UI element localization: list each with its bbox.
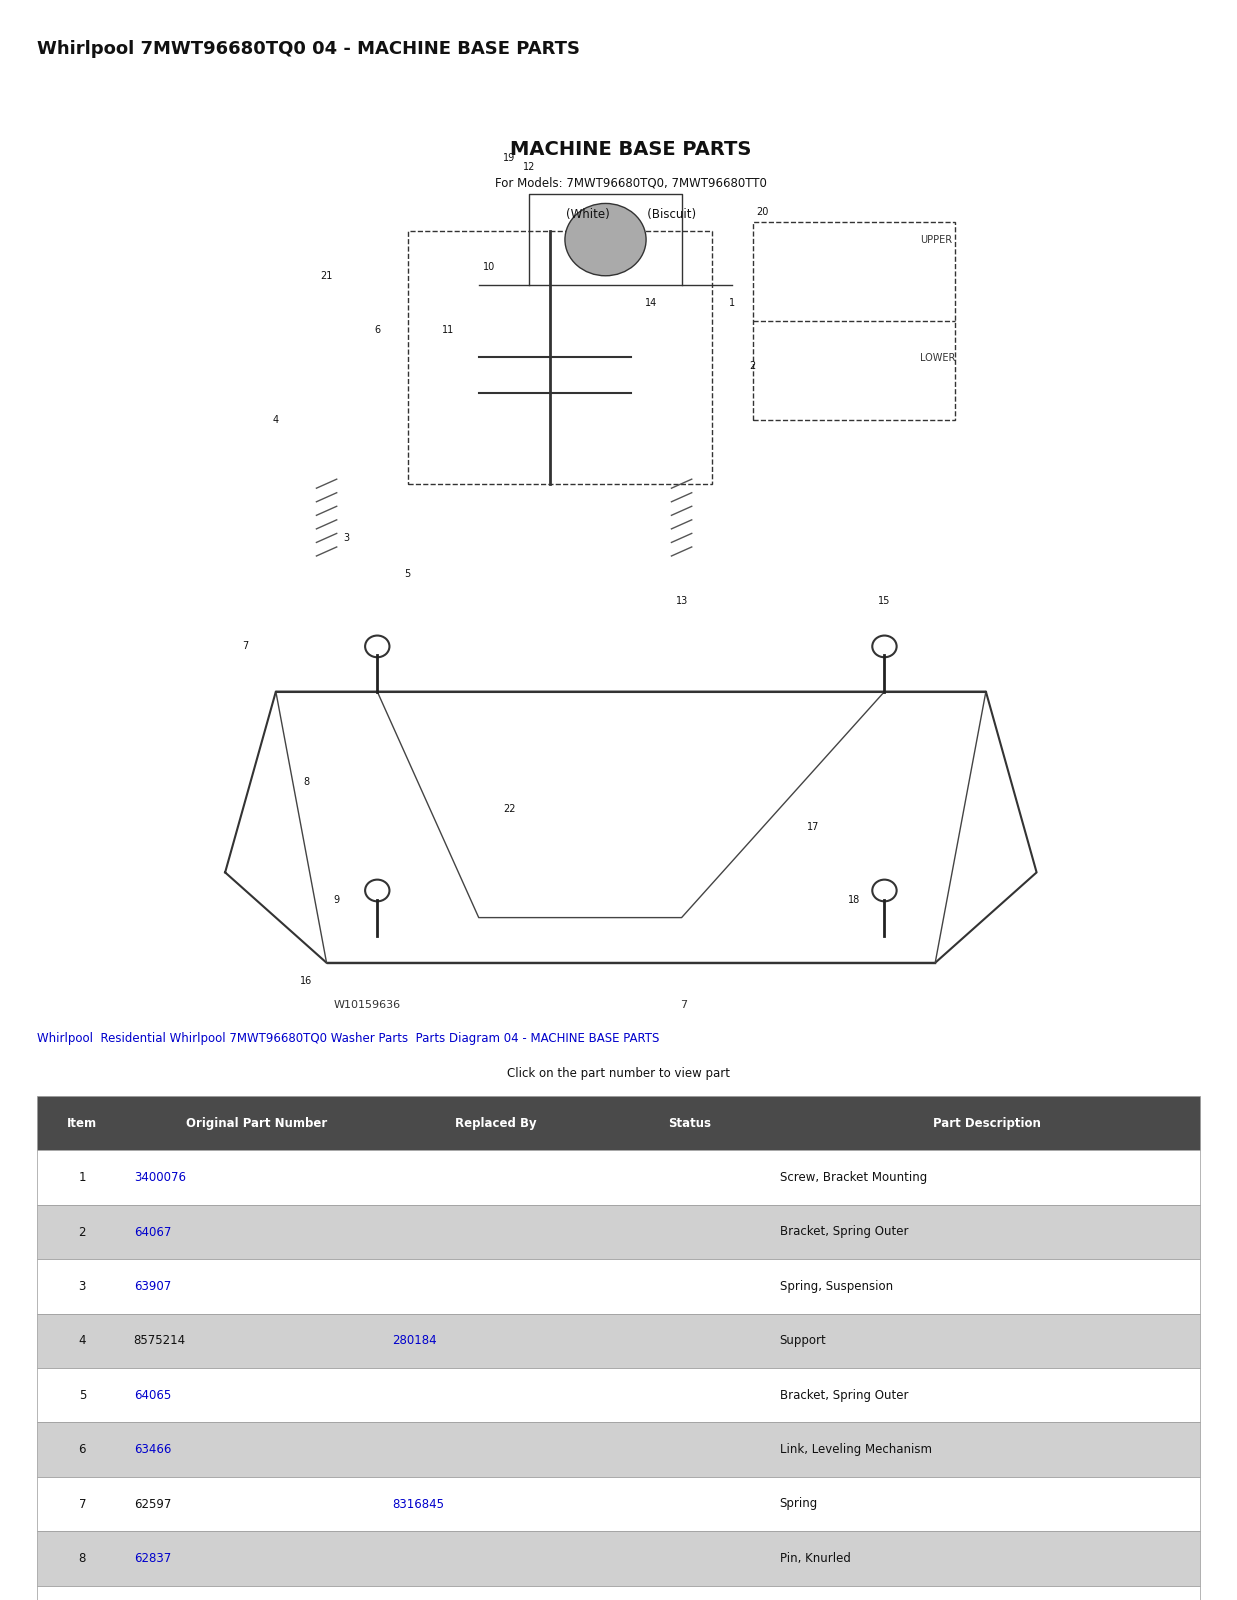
Text: Click on the part number to view part: Click on the part number to view part bbox=[507, 1067, 730, 1080]
Text: 9: 9 bbox=[334, 894, 340, 904]
Text: 1: 1 bbox=[79, 1171, 87, 1184]
Text: 62837: 62837 bbox=[134, 1552, 171, 1565]
Text: Part Description: Part Description bbox=[933, 1117, 1040, 1130]
Text: 6: 6 bbox=[79, 1443, 87, 1456]
Text: Bracket, Spring Outer: Bracket, Spring Outer bbox=[779, 1226, 908, 1238]
Text: Support: Support bbox=[779, 1334, 826, 1347]
Text: 63466: 63466 bbox=[134, 1443, 171, 1456]
Text: UPPER: UPPER bbox=[920, 235, 952, 245]
Text: W10159636: W10159636 bbox=[334, 1000, 401, 1010]
Text: 18: 18 bbox=[847, 894, 860, 904]
Text: MACHINE BASE PARTS: MACHINE BASE PARTS bbox=[510, 141, 752, 158]
FancyBboxPatch shape bbox=[37, 1422, 1200, 1477]
Circle shape bbox=[565, 203, 646, 275]
Text: Spring: Spring bbox=[779, 1498, 818, 1510]
Text: Whirlpool 7MWT96680TQ0 04 - MACHINE BASE PARTS: Whirlpool 7MWT96680TQ0 04 - MACHINE BASE… bbox=[37, 40, 580, 58]
Text: 64067: 64067 bbox=[134, 1226, 171, 1238]
Text: 5: 5 bbox=[404, 570, 411, 579]
Text: 62597: 62597 bbox=[134, 1498, 171, 1510]
Text: 20: 20 bbox=[757, 208, 769, 218]
Text: 5: 5 bbox=[79, 1389, 87, 1402]
Text: 8: 8 bbox=[79, 1552, 87, 1565]
Text: 14: 14 bbox=[644, 298, 657, 307]
Text: 13: 13 bbox=[675, 597, 688, 606]
Text: Status: Status bbox=[668, 1117, 711, 1130]
Text: 3400076: 3400076 bbox=[134, 1171, 186, 1184]
Text: Item: Item bbox=[67, 1117, 98, 1130]
Text: Pin, Knurled: Pin, Knurled bbox=[779, 1552, 851, 1565]
Text: 64065: 64065 bbox=[134, 1389, 171, 1402]
FancyBboxPatch shape bbox=[37, 1314, 1200, 1368]
Text: 16: 16 bbox=[301, 976, 313, 986]
Text: 8575214: 8575214 bbox=[134, 1334, 186, 1347]
Text: 10: 10 bbox=[482, 262, 495, 272]
Text: 22: 22 bbox=[503, 805, 516, 814]
Text: 7: 7 bbox=[79, 1498, 87, 1510]
Text: Link, Leveling Mechanism: Link, Leveling Mechanism bbox=[779, 1443, 931, 1456]
Text: 15: 15 bbox=[878, 597, 891, 606]
Text: 3: 3 bbox=[344, 533, 350, 542]
Text: 7: 7 bbox=[242, 642, 249, 651]
Text: 11: 11 bbox=[442, 325, 454, 334]
FancyBboxPatch shape bbox=[37, 1368, 1200, 1422]
Text: Original Part Number: Original Part Number bbox=[186, 1117, 328, 1130]
FancyBboxPatch shape bbox=[37, 1477, 1200, 1531]
Text: 7: 7 bbox=[680, 1000, 688, 1010]
Text: 17: 17 bbox=[808, 822, 820, 832]
Text: 280184: 280184 bbox=[392, 1334, 437, 1347]
Text: 8: 8 bbox=[303, 778, 309, 787]
Text: 8316845: 8316845 bbox=[392, 1498, 444, 1510]
Text: For Models: 7MWT96680TQ0, 7MWT96680TT0: For Models: 7MWT96680TQ0, 7MWT96680TT0 bbox=[495, 176, 767, 189]
Text: Screw, Bracket Mounting: Screw, Bracket Mounting bbox=[779, 1171, 927, 1184]
Text: 6: 6 bbox=[375, 325, 380, 334]
Text: 12: 12 bbox=[523, 162, 536, 173]
Text: 4: 4 bbox=[79, 1334, 87, 1347]
Text: Replaced By: Replaced By bbox=[455, 1117, 537, 1130]
Text: (White)          (Biscuit): (White) (Biscuit) bbox=[565, 208, 696, 221]
Text: 1: 1 bbox=[730, 298, 735, 307]
FancyBboxPatch shape bbox=[37, 1205, 1200, 1259]
Text: Spring, Suspension: Spring, Suspension bbox=[779, 1280, 893, 1293]
FancyBboxPatch shape bbox=[37, 1586, 1200, 1600]
FancyBboxPatch shape bbox=[37, 1150, 1200, 1205]
Text: 21: 21 bbox=[320, 270, 333, 280]
Text: LOWER: LOWER bbox=[920, 352, 955, 363]
Text: 2: 2 bbox=[79, 1226, 87, 1238]
FancyBboxPatch shape bbox=[37, 1096, 1200, 1150]
Text: Whirlpool  Residential Whirlpool 7MWT96680TQ0 Washer Parts  Parts Diagram 04 - M: Whirlpool Residential Whirlpool 7MWT9668… bbox=[37, 1032, 659, 1045]
Text: 63907: 63907 bbox=[134, 1280, 171, 1293]
Text: 2: 2 bbox=[750, 362, 756, 371]
FancyBboxPatch shape bbox=[37, 1531, 1200, 1586]
Text: Bracket, Spring Outer: Bracket, Spring Outer bbox=[779, 1389, 908, 1402]
Text: 3: 3 bbox=[79, 1280, 87, 1293]
Text: 19: 19 bbox=[503, 154, 516, 163]
FancyBboxPatch shape bbox=[37, 1259, 1200, 1314]
Text: 4: 4 bbox=[273, 416, 278, 426]
